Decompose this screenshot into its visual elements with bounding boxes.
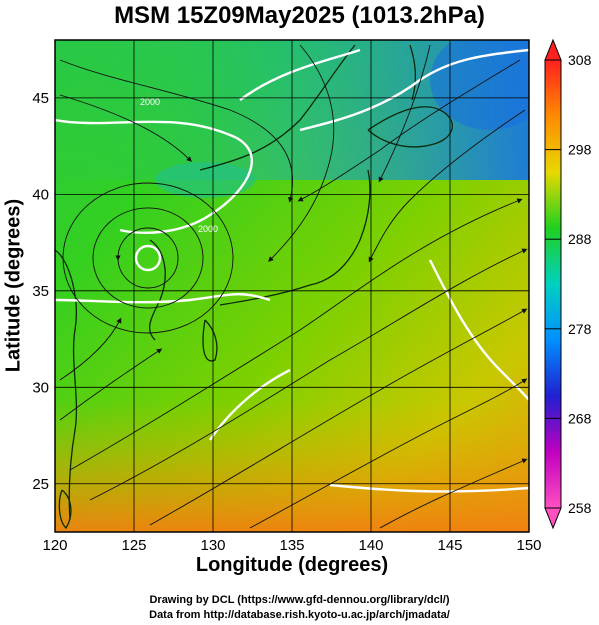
- contour-label: 2000: [198, 224, 218, 234]
- x-tick-label: 135: [279, 537, 304, 554]
- colorbar-body: [544, 59, 562, 509]
- map-panel: 2000 2000: [55, 40, 529, 532]
- colorbar-tick-label: 308: [568, 52, 592, 68]
- y-tick-labels: 25 30 35 40 45: [32, 90, 49, 493]
- y-tick-label: 40: [32, 186, 49, 203]
- contour-line-3: [239, 48, 361, 101]
- contour-line-6: [329, 483, 529, 493]
- streamline: [368, 109, 526, 263]
- figure-title: MSM 15Z09May2025 (1013.2hPa): [114, 2, 485, 29]
- contour-label: 2000: [140, 97, 160, 107]
- colorbar-ticks: 308 298 288 278 268 258: [545, 52, 592, 516]
- x-tick-label: 150: [516, 537, 541, 554]
- streamline: [92, 207, 204, 309]
- x-tick-labels: 120 125 130 135 140 145 150: [42, 537, 541, 554]
- colorbar-tick-label: 288: [568, 231, 592, 247]
- streamline: [115, 227, 179, 289]
- x-tick-label: 145: [437, 537, 462, 554]
- streamline: [297, 59, 521, 202]
- colorbar-tick-label: 298: [568, 142, 592, 158]
- streamline: [59, 317, 122, 381]
- colorbar-tick-label: 268: [568, 410, 592, 426]
- y-axis-label: Latitude (degrees): [2, 198, 25, 373]
- y-tick-label: 30: [32, 379, 49, 396]
- map-frame: [54, 39, 530, 533]
- streamline: [89, 248, 528, 501]
- streamline: [59, 348, 163, 421]
- x-tick-label: 125: [121, 537, 146, 554]
- colorbar-max-triangle: [544, 38, 562, 61]
- streamline: [249, 378, 528, 529]
- x-axis-label: Longitude (degrees): [195, 554, 389, 576]
- streamline: [378, 44, 431, 183]
- y-tick-label: 25: [32, 476, 49, 493]
- x-tick-label: 120: [42, 537, 67, 554]
- colorbar-min-triangle: [544, 507, 562, 530]
- wind-streamlines: [59, 44, 528, 529]
- streamline: [59, 59, 294, 203]
- colorbar: 308 298 288 278 268 258: [544, 38, 592, 530]
- contour-line-5: [428, 259, 529, 401]
- coastline-sakhalin: [409, 44, 416, 101]
- streamline: [149, 308, 528, 526]
- cold-pocket: [155, 162, 255, 198]
- x-tick-label: 140: [358, 537, 383, 554]
- coastline-hokkaido: [367, 106, 453, 148]
- streamline: [268, 44, 335, 262]
- contour-line-7: [209, 368, 291, 441]
- streamline: [59, 94, 192, 162]
- y-tick-label: 45: [32, 90, 49, 107]
- coastlines: [55, 44, 453, 530]
- colorbar-tick-label: 278: [568, 321, 592, 337]
- coastline-china: [55, 249, 78, 521]
- credit-drawing: Drawing by DCL (https://www.gfd-dennou.o…: [149, 594, 450, 606]
- streamline: [379, 458, 528, 529]
- coastline-primorye: [199, 44, 356, 171]
- isotherm-contours: [55, 48, 529, 493]
- graticule: [55, 40, 529, 532]
- coastline-taiwan: [58, 489, 72, 530]
- low-center-contour: [134, 244, 162, 272]
- coastline-korea: [148, 239, 166, 341]
- x-tick-label: 130: [200, 537, 225, 554]
- contour-labels: 2000 2000: [140, 97, 218, 234]
- coastline-kyushu: [202, 319, 218, 362]
- contour-line-2: [55, 293, 271, 304]
- credit-data: Data from http://database.rish.kyoto-u.a…: [149, 609, 450, 621]
- streamline: [69, 198, 523, 471]
- contour-line-1: [55, 118, 253, 234]
- contour-line-4: [299, 48, 529, 132]
- colorbar-tick-label: 258: [568, 500, 592, 516]
- y-tick-label: 35: [32, 283, 49, 300]
